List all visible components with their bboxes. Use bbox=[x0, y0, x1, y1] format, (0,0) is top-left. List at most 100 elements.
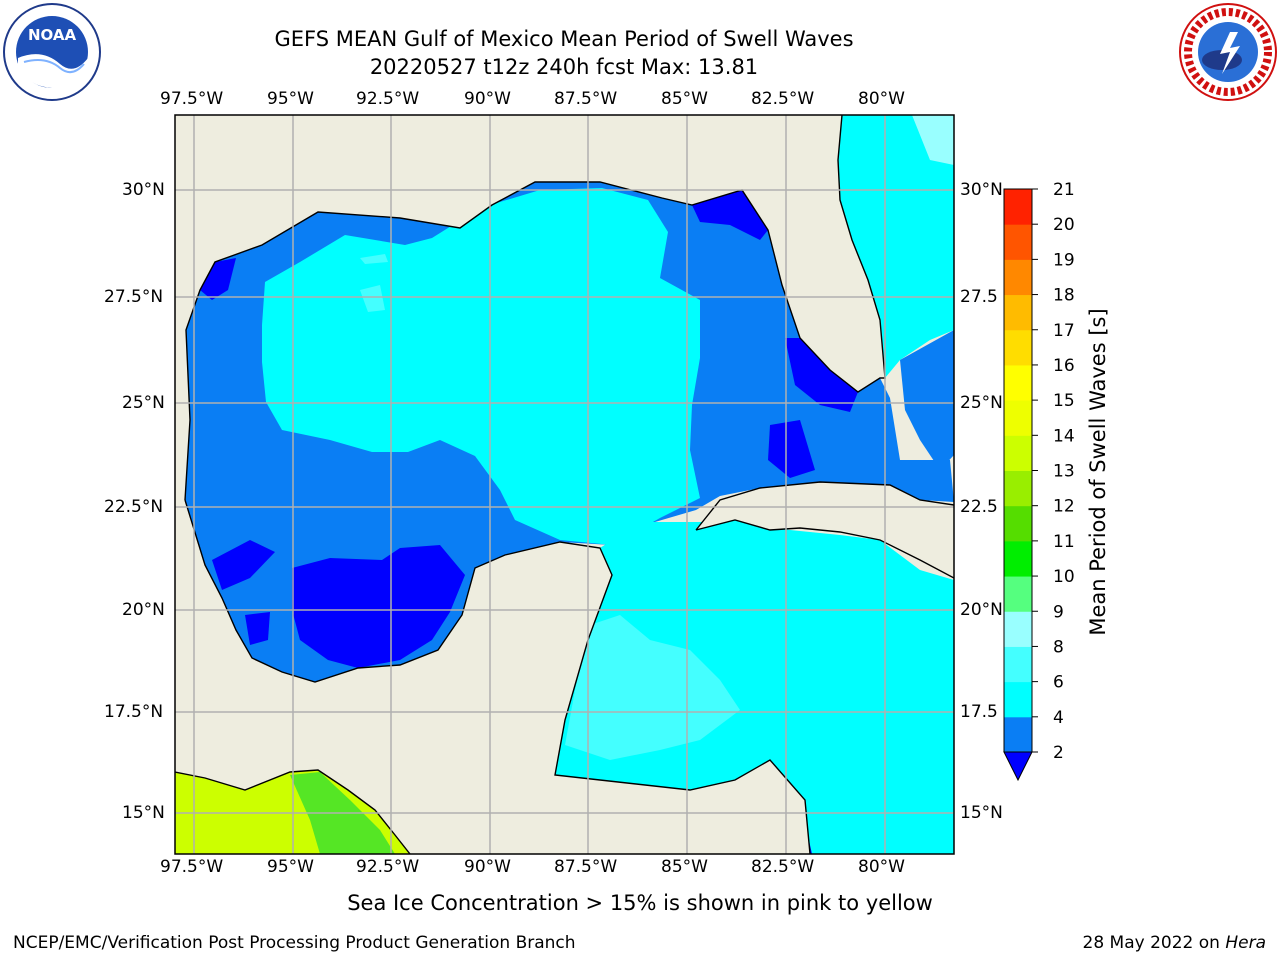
colorbar-cell bbox=[1004, 224, 1032, 260]
footer-date: 28 May 2022 on Hera bbox=[1083, 933, 1267, 953]
graticule bbox=[175, 115, 954, 854]
colorbar-tick-label: 11 bbox=[1053, 532, 1075, 552]
colorbar-tick-label: 17 bbox=[1053, 321, 1075, 341]
map-frame bbox=[174, 114, 955, 855]
colorbar-tick-label: 9 bbox=[1053, 602, 1064, 622]
colorbar-cell bbox=[1004, 259, 1032, 296]
coastlines bbox=[175, 115, 954, 854]
lat-label-left-2: 27.5°N bbox=[104, 287, 164, 307]
map-layers bbox=[175, 115, 954, 854]
colorbar-cell bbox=[1004, 576, 1032, 612]
campeche-low-zone bbox=[292, 545, 465, 668]
pacific-coastline bbox=[175, 769, 411, 854]
atlantic-lighter-zone bbox=[912, 115, 954, 165]
footer-date-text: 28 May 2022 on bbox=[1082, 933, 1226, 953]
colorbar-tick-label: 6 bbox=[1053, 673, 1064, 693]
colorbar-tick-label: 13 bbox=[1053, 462, 1075, 482]
gulf-central-zone bbox=[262, 188, 700, 545]
footer-branch: NCEP/EMC/Verification Post Processing Pr… bbox=[13, 933, 576, 953]
lat-label-left-1: 30°N bbox=[122, 180, 165, 200]
florida-low-zone bbox=[785, 338, 858, 412]
us-coast-land bbox=[175, 115, 662, 500]
lat-label-left-6: 17.5°N bbox=[104, 702, 164, 722]
colorbar-cell bbox=[1004, 470, 1032, 507]
cuba-south-low-zone bbox=[768, 420, 815, 478]
colorbar-tick-label: 16 bbox=[1053, 356, 1075, 376]
colorbar-cell bbox=[1004, 646, 1032, 683]
colorbar-tick-label: 10 bbox=[1053, 567, 1075, 587]
chart-title: GEFS MEAN Gulf of Mexico Mean Period of … bbox=[274, 27, 854, 51]
colorbar-cell bbox=[1004, 540, 1032, 577]
lon-label-top-4: 90°W bbox=[464, 89, 511, 109]
lon-label-top-6: 85°W bbox=[661, 89, 708, 109]
lon-label-top-2: 95°W bbox=[267, 89, 314, 109]
lon-label-bottom-8: 80°W bbox=[858, 857, 905, 877]
lat-label-left-5: 20°N bbox=[122, 600, 165, 620]
colorbar-tick-label: 4 bbox=[1053, 708, 1064, 728]
south-coastline bbox=[184, 499, 811, 854]
lat-label-right-2: 27.5 bbox=[960, 287, 998, 307]
cuba-coastline bbox=[695, 481, 954, 579]
colorbar-cell bbox=[1004, 364, 1032, 401]
lat-label-right-5: 20°N bbox=[960, 600, 1003, 620]
colorbar-tick-label: 2 bbox=[1053, 743, 1064, 763]
mexico-land bbox=[175, 500, 350, 790]
yucatan-land bbox=[330, 542, 810, 854]
colorbar-extend-arrow bbox=[1003, 751, 1033, 782]
atlantic-south-zone bbox=[900, 330, 954, 470]
lon-label-bottom-6: 85°W bbox=[661, 857, 708, 877]
lon-label-bottom-3: 92.5°W bbox=[356, 857, 420, 877]
lon-label-top-1: 97.5°W bbox=[160, 89, 224, 109]
colorbar-tick-label: 19 bbox=[1053, 250, 1075, 270]
veracruz-low-zone bbox=[212, 540, 275, 590]
lat-label-right-6: 17.5 bbox=[960, 702, 998, 722]
colorbar-cell bbox=[1004, 505, 1032, 542]
gulf-patch-2 bbox=[360, 254, 388, 264]
colorbar-cell bbox=[1004, 611, 1032, 647]
atlantic-zone bbox=[838, 115, 954, 378]
lat-label-right-7: 15°N bbox=[960, 803, 1003, 823]
colorbar-cell bbox=[1004, 329, 1032, 366]
colorbar-label: Mean Period of Swell Waves [s] bbox=[1086, 308, 1110, 635]
lon-label-bottom-1: 97.5°W bbox=[160, 857, 224, 877]
lat-label-right-3: 25°N bbox=[960, 393, 1003, 413]
noaa-logo-text: NOAA bbox=[28, 26, 77, 44]
colorbar-tick-label: 18 bbox=[1053, 286, 1075, 306]
lon-label-bottom-4: 90°W bbox=[464, 857, 511, 877]
lat-label-left-4: 22.5°N bbox=[104, 497, 164, 517]
lon-label-bottom-7: 82.5°W bbox=[751, 857, 815, 877]
noaa-logo: NOAA bbox=[2, 2, 102, 102]
lon-label-top-7: 82.5°W bbox=[751, 89, 815, 109]
colorbar: 2 4 6 8 9 10 11 12 13 14 15 16 17 18 19 20 21 bbox=[1003, 180, 1075, 782]
colorbar-tick-label: 21 bbox=[1053, 180, 1075, 200]
colorbar-cell bbox=[1004, 189, 1032, 225]
lon-label-top-3: 92.5°W bbox=[356, 89, 420, 109]
chart-subtitle: 20220527 t12z 240h fcst Max: 13.81 bbox=[369, 55, 759, 79]
colorbar-tick-label: 20 bbox=[1053, 215, 1075, 235]
gulf-patch-1 bbox=[360, 285, 385, 312]
colorbar-cell bbox=[1004, 294, 1032, 331]
lat-label-left-7: 15°N bbox=[122, 803, 165, 823]
nws-logo bbox=[1178, 2, 1278, 102]
footer-host: Hera bbox=[1225, 933, 1266, 953]
colorbar-cell bbox=[1004, 681, 1032, 718]
colorbar-tick-label: 14 bbox=[1053, 426, 1075, 446]
caribbean-zone bbox=[555, 520, 954, 854]
lon-label-bottom-2: 95°W bbox=[267, 857, 314, 877]
lat-label-left-3: 25°N bbox=[122, 393, 165, 413]
florida-land bbox=[662, 115, 885, 392]
lon-label-bottom-5: 87.5°W bbox=[554, 857, 618, 877]
yucatan-channel-patch bbox=[565, 615, 740, 760]
lon-label-top-5: 87.5°W bbox=[554, 89, 618, 109]
bigbend-low-zone bbox=[692, 190, 768, 240]
lat-label-right-1: 30°N bbox=[960, 180, 1003, 200]
colorbar-tick-label: 12 bbox=[1053, 497, 1075, 517]
colorbar-cell bbox=[1004, 435, 1032, 471]
colorbar-tick-label: 8 bbox=[1053, 637, 1064, 657]
lat-label-right-4: 22.5 bbox=[960, 497, 998, 517]
texas-low-zone bbox=[200, 258, 236, 300]
colorbar-cell bbox=[1004, 400, 1032, 436]
sea-ice-note: Sea Ice Concentration > 15% is shown in … bbox=[347, 891, 933, 915]
lon-label-top-8: 80°W bbox=[858, 89, 905, 109]
